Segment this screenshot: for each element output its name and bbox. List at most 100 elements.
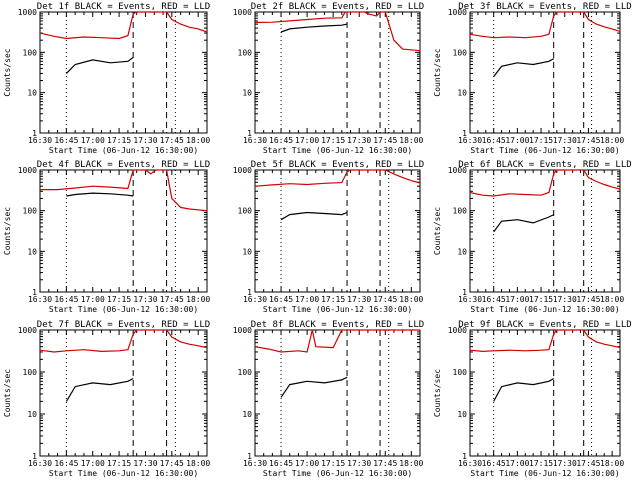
x-tick-label: 18:00 — [399, 459, 423, 468]
x-tick-label: 16:45 — [269, 295, 293, 304]
x-tick-label: 17:30 — [133, 295, 157, 304]
x-tick-label: 16:30 — [458, 459, 482, 468]
panel-title: Det 3f BLACK = Events, RED = LLD — [458, 2, 631, 12]
x-tick-label: 17:15 — [321, 459, 345, 468]
x-tick-label: 17:30 — [133, 136, 157, 145]
x-tick-label: 17:45 — [373, 459, 397, 468]
x-tick-label: 16:30 — [28, 295, 52, 304]
x-tick-label: 16:45 — [269, 136, 293, 145]
y-tick-label: 1000 — [448, 326, 467, 335]
x-tick-label: 17:15 — [529, 136, 553, 145]
plot-frame — [254, 11, 421, 134]
plot-frame — [254, 329, 421, 457]
y-tick-label: 1 — [247, 288, 252, 297]
x-axis-label: Start Time (06-Jun-12 16:30:00) — [470, 469, 619, 478]
x-tick-label: 18:00 — [186, 459, 210, 468]
lld-series-line — [469, 329, 621, 353]
x-tick-label: 17:45 — [576, 459, 600, 468]
y-tick-label: 1 — [247, 129, 252, 138]
panel-title: Det 8f BLACK = Events, RED = LLD — [251, 320, 424, 330]
x-tick-label: 18:00 — [600, 459, 624, 468]
events-series-line — [493, 214, 554, 233]
x-axis-label: Start Time (06-Jun-12 16:30:00) — [470, 146, 619, 155]
x-tick-label: 17:30 — [133, 459, 157, 468]
x-tick-label: 17:15 — [321, 136, 345, 145]
x-tick-label: 16:30 — [28, 136, 52, 145]
y-tick-label: 100 — [453, 207, 468, 216]
y-tick-label: 1000 — [18, 326, 37, 335]
x-axis-label: Start Time (06-Jun-12 16:30:00) — [263, 469, 412, 478]
y-tick-label: 100 — [23, 368, 38, 377]
x-tick-label: 17:30 — [553, 136, 577, 145]
panel-title: Det 9f BLACK = Events, RED = LLD — [458, 320, 631, 330]
panel-title: Det 5f BLACK = Events, RED = LLD — [251, 160, 424, 170]
x-tick-label: 16:30 — [458, 295, 482, 304]
y-tick-label: 1000 — [18, 8, 37, 17]
x-tick-label: 16:30 — [243, 459, 267, 468]
lld-series-line — [254, 329, 420, 353]
panel-title: Det 2f BLACK = Events, RED = LLD — [251, 2, 424, 12]
y-tick-label: 1000 — [233, 166, 252, 175]
panel-title: Det 1f BLACK = Events, RED = LLD — [37, 2, 210, 12]
x-tick-label: 18:00 — [186, 136, 210, 145]
x-tick-label: 17:00 — [295, 459, 319, 468]
y-tick-label: 1000 — [448, 166, 467, 175]
events-series-line — [493, 58, 554, 77]
x-tick-label: 17:15 — [321, 295, 345, 304]
y-tick-label: 100 — [453, 368, 468, 377]
x-axis-label: Start Time (06-Jun-12 16:30:00) — [49, 146, 198, 155]
lld-series-line — [469, 169, 621, 197]
x-tick-label: 17:00 — [81, 136, 105, 145]
y-axis-label: Counts/sec — [3, 207, 12, 255]
y-tick-label: 1 — [32, 129, 37, 138]
panel-det-1f: Det 1f BLACK = Events, RED = LLD 1 10 100 10… — [3, 2, 210, 155]
panel-det-9f: Det 9f BLACK = Events, RED = LLD 1 10 100 10… — [433, 320, 632, 478]
x-tick-label: 17:00 — [81, 295, 105, 304]
y-tick-label: 10 — [27, 89, 37, 98]
x-tick-label: 17:00 — [505, 459, 529, 468]
panel-det-4f: Det 4f BLACK = Events, RED = LLD 1 10 100 10… — [3, 160, 210, 314]
x-axis-label: Start Time (06-Jun-12 16:30:00) — [263, 146, 412, 155]
x-tick-label: 17:00 — [295, 136, 319, 145]
plot-frame — [254, 169, 421, 293]
x-tick-label: 18:00 — [600, 136, 624, 145]
y-tick-label: 100 — [453, 48, 468, 57]
y-tick-label: 100 — [238, 368, 253, 377]
events-series-line — [280, 211, 348, 221]
panel-det-5f: Det 5f BLACK = Events, RED = LLD 1 10 100 10… — [233, 160, 424, 314]
x-tick-label: 16:45 — [482, 136, 506, 145]
lld-series-line — [469, 11, 621, 39]
y-axis-label: Counts/sec — [433, 369, 442, 417]
y-tick-label: 1000 — [18, 166, 37, 175]
x-tick-label: 17:00 — [505, 136, 529, 145]
y-tick-label: 10 — [27, 247, 37, 256]
x-tick-label: 18:00 — [399, 295, 423, 304]
x-axis-label: Start Time (06-Jun-12 16:30:00) — [470, 305, 619, 314]
y-axis-label: Counts/sec — [433, 207, 442, 255]
panel-title: Det 7f BLACK = Events, RED = LLD — [37, 320, 210, 330]
x-tick-label: 17:45 — [160, 295, 184, 304]
lld-series-line — [39, 329, 208, 353]
x-tick-label: 17:15 — [107, 459, 131, 468]
events-series-line — [493, 377, 555, 402]
x-axis-label: Start Time (06-Jun-12 16:30:00) — [49, 469, 198, 478]
y-tick-label: 1 — [247, 452, 252, 461]
events-series-line — [280, 23, 348, 33]
plot-frame — [39, 11, 208, 134]
events-series-line — [65, 56, 134, 74]
lld-series-line — [40, 169, 208, 212]
y-axis-label: Counts/sec — [3, 48, 12, 96]
plot-frame — [469, 329, 621, 457]
x-tick-label: 16:45 — [269, 459, 293, 468]
y-axis-label: Counts/sec — [433, 48, 442, 96]
y-tick-label: 10 — [457, 247, 467, 256]
x-tick-label: 16:45 — [54, 136, 78, 145]
y-tick-label: 10 — [242, 89, 252, 98]
x-tick-label: 17:00 — [295, 295, 319, 304]
x-tick-label: 18:00 — [600, 295, 624, 304]
x-tick-label: 17:30 — [347, 295, 371, 304]
y-tick-label: 100 — [238, 207, 253, 216]
x-tick-label: 17:45 — [160, 459, 184, 468]
x-tick-label: 17:45 — [160, 136, 184, 145]
